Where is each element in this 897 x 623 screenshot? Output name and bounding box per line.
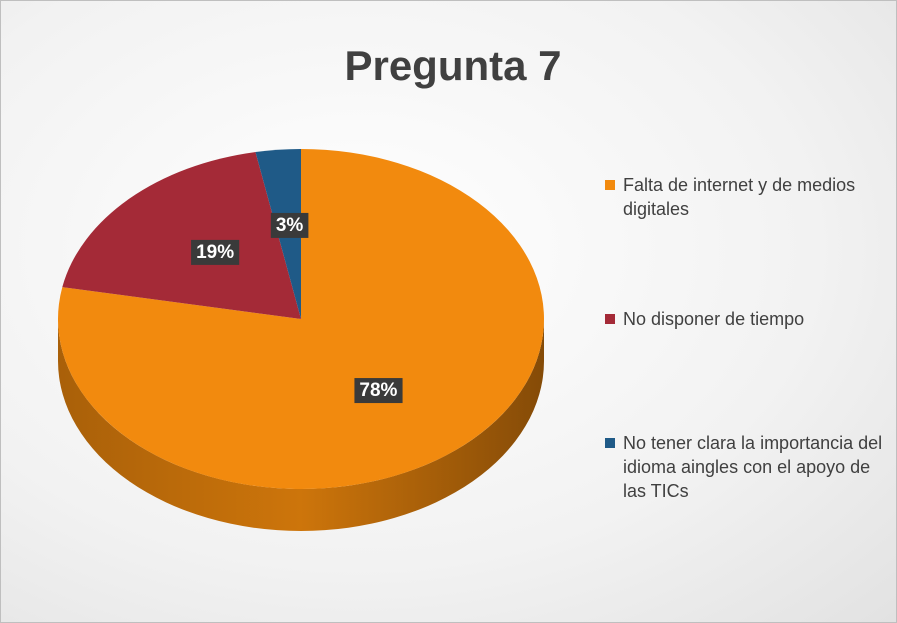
legend-label: No disponer de tiempo xyxy=(623,309,805,329)
legend-swatch xyxy=(605,180,615,190)
legend-label: No tener clara la importancia del idioma… xyxy=(623,433,883,501)
legend-swatch xyxy=(605,438,615,448)
legend-item: No disponer de tiempo xyxy=(605,307,893,331)
pie-slice xyxy=(62,152,301,319)
data-label-box xyxy=(354,378,403,404)
data-label: 3% xyxy=(276,215,304,236)
data-label: 78% xyxy=(359,380,397,401)
pie-side xyxy=(58,319,544,531)
chart-title: Pregunta 7 xyxy=(344,42,561,89)
legend-label: Falta de internet y de medios digitales xyxy=(623,175,856,219)
data-label: 19% xyxy=(196,242,234,263)
legend-item: No tener clara la importancia del idioma… xyxy=(605,431,893,503)
legend-swatch xyxy=(605,314,615,324)
data-label-box xyxy=(191,239,240,265)
legend-item: Falta de internet y de medios digitales xyxy=(605,173,893,221)
data-label-box xyxy=(270,212,309,238)
